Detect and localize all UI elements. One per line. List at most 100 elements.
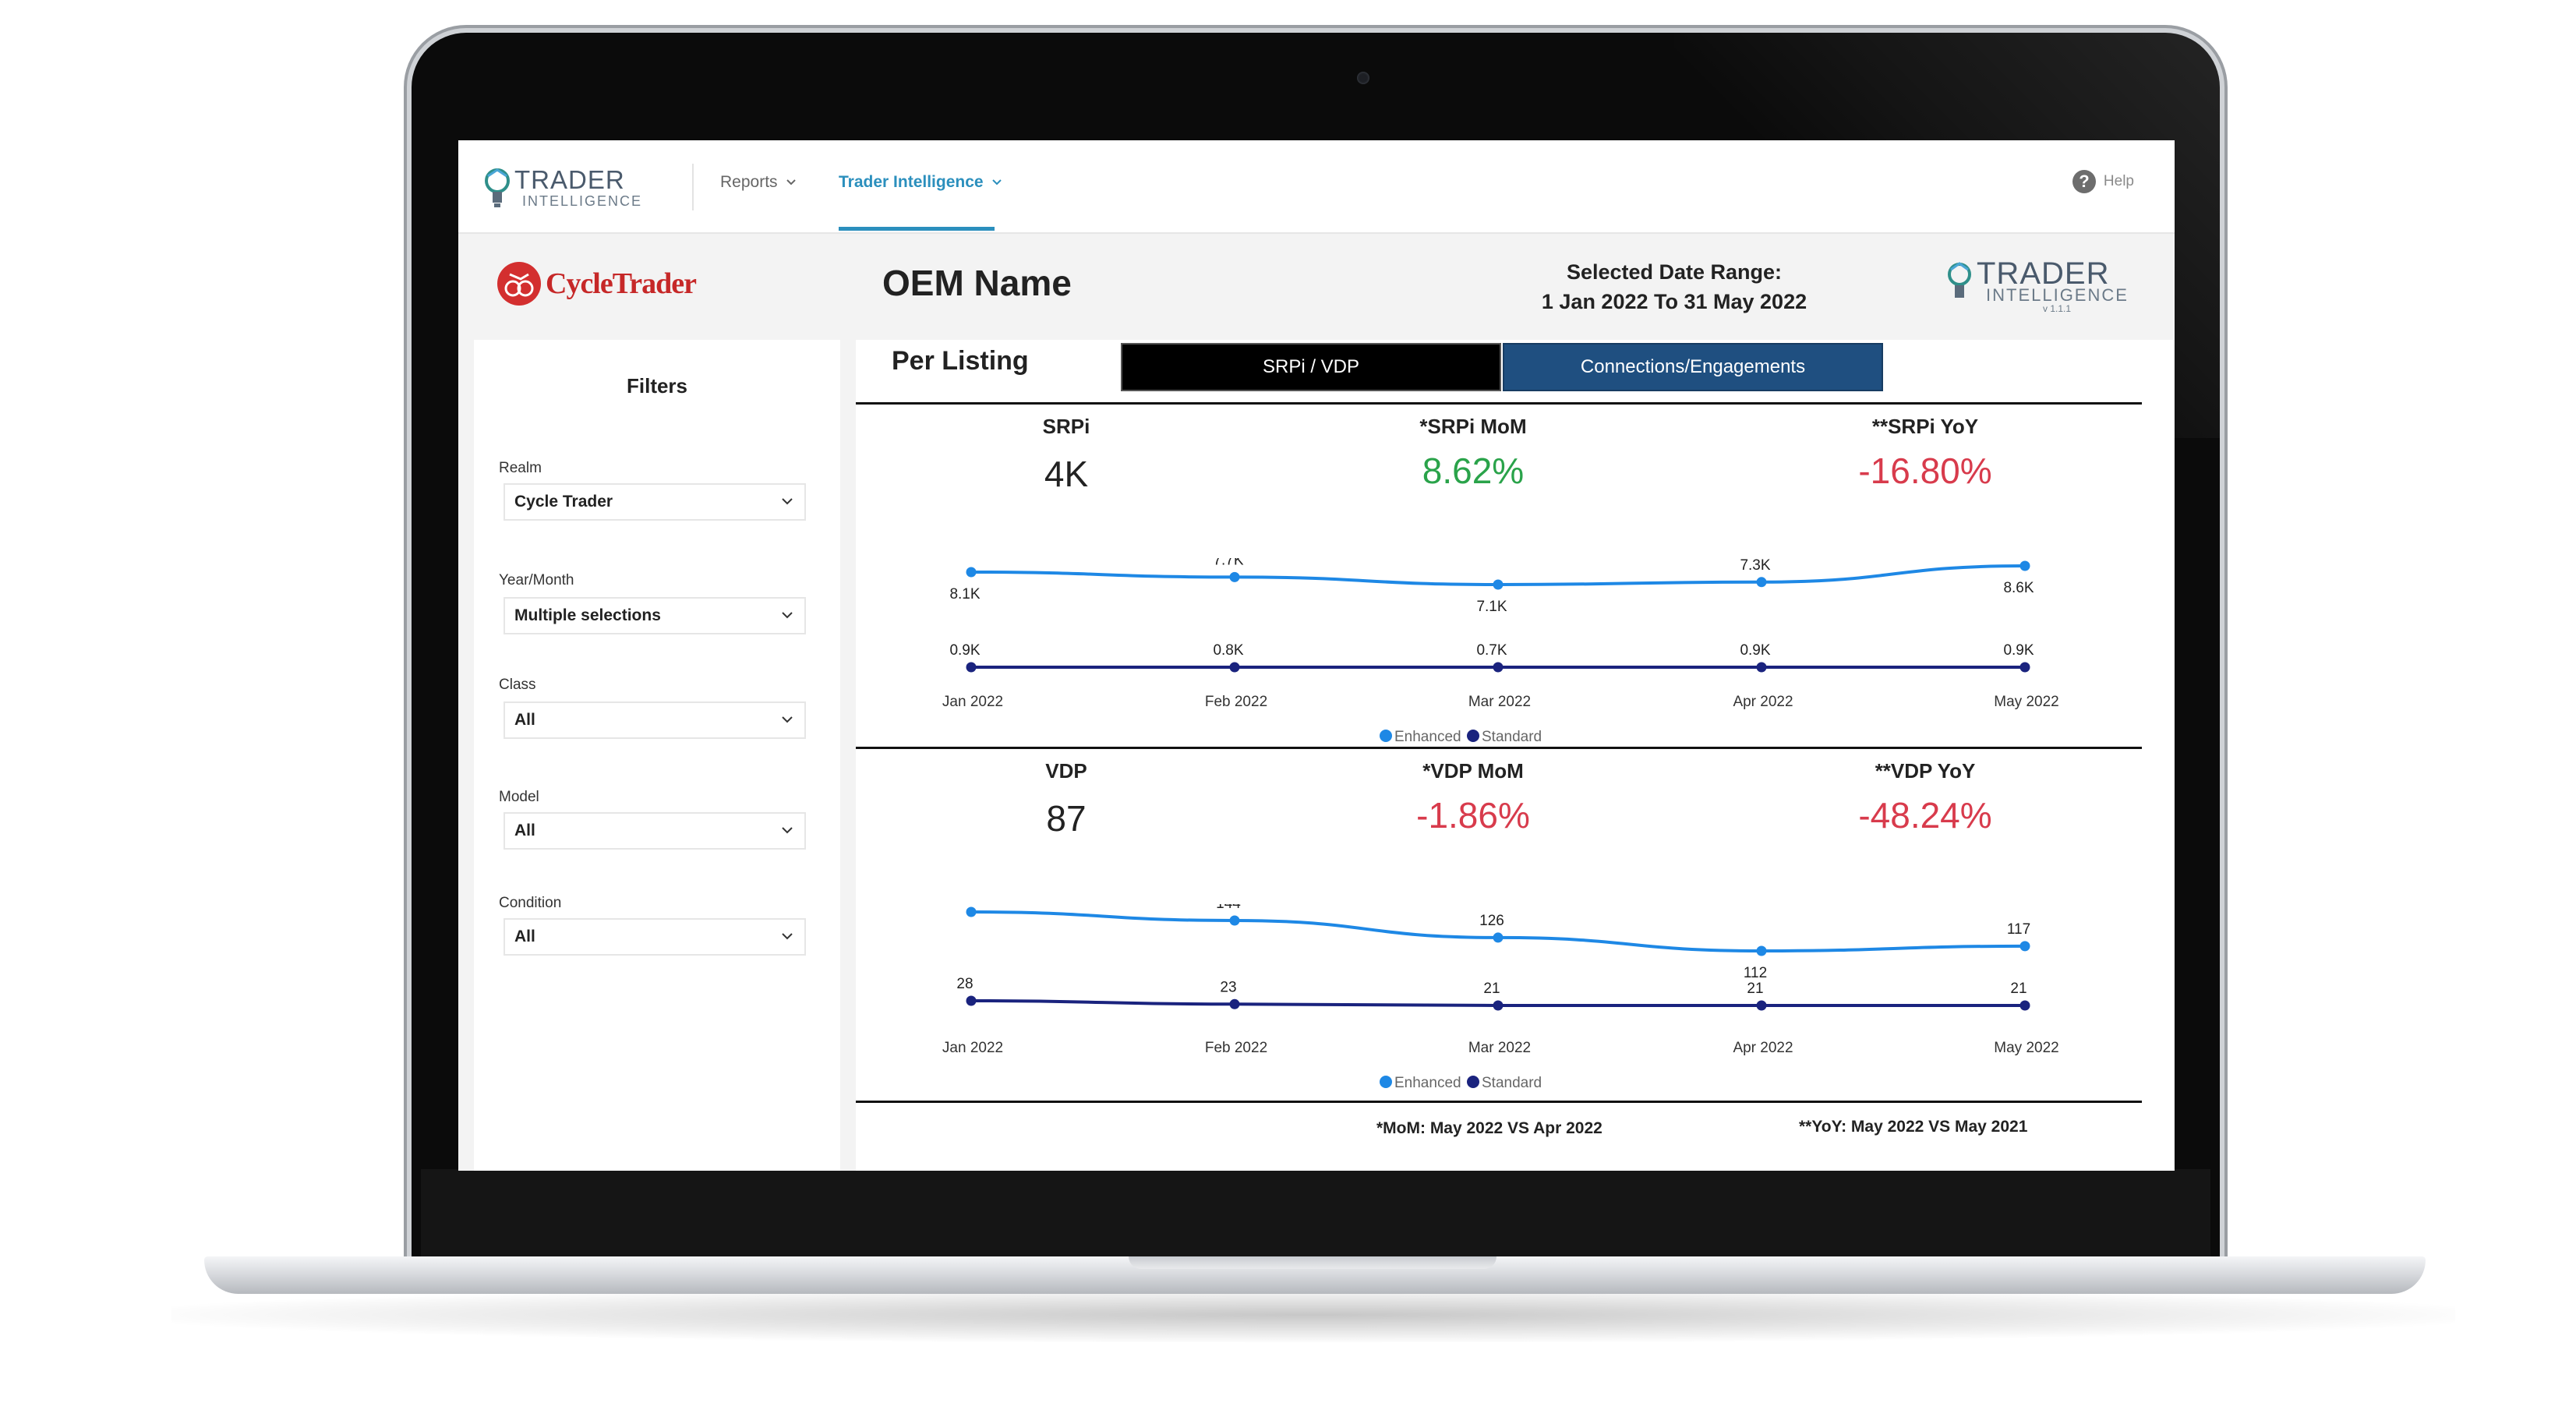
data-label: 112 [1744, 965, 1767, 981]
nav-reports[interactable]: Reports [720, 173, 797, 192]
kpi-vdp-mom: *VDP MoM -1.86% [1317, 759, 1629, 836]
help-button[interactable]: ? Help [2072, 170, 2134, 193]
data-point [2019, 560, 2030, 571]
data-label: 0.9K [949, 642, 980, 659]
trader-intelligence-version-logo: TRADER INTELLIGENCE v 1.1.1 [1948, 256, 2129, 314]
class-value: All [514, 711, 535, 729]
model-dropdown[interactable]: All [504, 812, 806, 850]
condition-dropdown[interactable]: All [504, 918, 806, 956]
kpi-label: **SRPi YoY [1871, 415, 1979, 438]
dashboard-screen: TRADER INTELLIGENCE Reports Trader Intel… [458, 140, 2175, 1171]
kpi-value: 4K [1044, 454, 1089, 494]
date-range-label: Selected Date Range: [1566, 260, 1783, 284]
data-label: 21 [1483, 981, 1500, 997]
legend-marker [1467, 730, 1479, 742]
data-label: 0.8K [1213, 642, 1243, 659]
x-tick-label: May 2022 [1994, 1040, 2058, 1056]
x-tick-label: Mar 2022 [1468, 1040, 1531, 1056]
kpi-value: -48.24% [1858, 795, 1992, 836]
tab-srpi-vdp[interactable]: SRPi / VDP [1121, 343, 1501, 391]
per-listing-panel: Per Listing SRPi / VDP Connections/Engag… [856, 340, 2173, 1171]
data-label: 21 [2010, 981, 2027, 997]
x-tick-label: Mar 2022 [1468, 694, 1531, 710]
help-label: Help [2103, 173, 2134, 189]
data-label: 0.9K [2003, 642, 2034, 659]
kpi-srpi: SRPi 4K [910, 415, 1222, 495]
data-point [1229, 998, 1240, 1009]
chevron-down-icon [782, 498, 793, 505]
data-point [2019, 1000, 2030, 1011]
nav-divider [692, 164, 694, 210]
data-label: 7.7K [1213, 558, 1243, 568]
webcam [1357, 72, 1369, 84]
section-divider [856, 1101, 2142, 1103]
filter-label-year-month: Year/Month [499, 572, 574, 588]
filter-label-class: Class [499, 677, 536, 693]
logo-word-intelligence: INTELLIGENCE [1986, 285, 2129, 305]
nav-trader-intelligence-label: Trader Intelligence [839, 173, 984, 191]
x-tick-label: Feb 2022 [1205, 1040, 1267, 1056]
help-icon: ? [2072, 170, 2096, 193]
data-point [1756, 662, 1767, 673]
data-point [1756, 1000, 1767, 1011]
x-tick-label: Feb 2022 [1205, 694, 1267, 710]
data-label: 144 [1216, 904, 1241, 912]
kpi-vdp-yoy: **VDP YoY -48.24% [1769, 759, 2081, 836]
chevron-down-icon [782, 933, 793, 940]
data-point [966, 567, 977, 578]
data-label: 28 [956, 976, 973, 992]
chevron-down-icon [782, 716, 793, 723]
data-point [966, 662, 977, 673]
condition-value: All [514, 928, 535, 945]
screen-bezel [421, 1169, 2210, 1263]
brand-name: CycleTrader [546, 267, 697, 300]
trader-intelligence-logo[interactable]: TRADER INTELLIGENCE [482, 162, 661, 212]
x-tick-label: May 2022 [1994, 694, 2058, 710]
filter-label-model: Model [499, 789, 539, 805]
oem-name-title: OEM Name [882, 263, 1072, 303]
data-label: 8.1K [949, 586, 980, 603]
class-dropdown[interactable]: All [504, 701, 806, 739]
srpi-line-chart: 8.1K 7.7K 7.1K 7.3K 8.6K 0.9K 0.8K 0.7K 0.9K 0.9K… [942, 558, 2059, 745]
filters-panel: Filters Realm Cycle Trader Year/Month Mu… [474, 340, 840, 1171]
version-label: v 1.1.1 [2043, 303, 2071, 314]
x-tick-label: Apr 2022 [1733, 694, 1793, 710]
kpi-value: -1.86% [1416, 795, 1530, 836]
data-point [1229, 662, 1240, 673]
nav-trader-intelligence[interactable]: Trader Intelligence [839, 173, 1002, 192]
tab-connections-engagements[interactable]: Connections/Engagements [1503, 343, 1883, 391]
data-label: 7.1K [1476, 599, 1507, 615]
logo-word-trader: TRADER [1977, 256, 2109, 291]
data-point [966, 906, 977, 917]
year-month-dropdown[interactable]: Multiple selections [504, 597, 806, 634]
x-tick-label: Apr 2022 [1733, 1040, 1793, 1056]
legend-marker [1380, 1076, 1392, 1088]
data-point [1756, 945, 1767, 956]
data-point [966, 995, 977, 1006]
kpi-vdp: VDP 87 [910, 759, 1222, 839]
nav-reports-label: Reports [720, 173, 778, 191]
filters-title: Filters [626, 374, 688, 398]
data-label: 117 [2007, 921, 2030, 938]
logo-word-trader: TRADER [514, 165, 625, 194]
x-tick-label: Jan 2022 [942, 1040, 1003, 1056]
x-tick-label: Jan 2022 [942, 694, 1003, 710]
laptop-shadow [171, 1288, 2455, 1342]
legend-marker [1380, 730, 1392, 742]
logo-word-intelligence: INTELLIGENCE [522, 193, 642, 209]
model-value: All [514, 822, 535, 839]
date-range-display: Selected Date Range: 1 Jan 2022 To 31 Ma… [1479, 257, 1869, 316]
legend-label: Enhanced [1394, 729, 1461, 745]
kpi-label: **VDP YoY [1875, 759, 1976, 783]
date-range-value: 1 Jan 2022 To 31 May 2022 [1541, 290, 1807, 313]
data-point [1493, 1000, 1504, 1011]
laptop-notch [1129, 1256, 1496, 1269]
data-point [1756, 577, 1767, 588]
lightbulb-icon [1948, 262, 1971, 298]
kpi-label: *VDP MoM [1422, 759, 1524, 783]
data-label: 8.6K [2003, 580, 2034, 596]
realm-dropdown[interactable]: Cycle Trader [504, 483, 806, 521]
kpi-value: -16.80% [1858, 451, 1992, 491]
data-point [2019, 662, 2030, 673]
data-label: 21 [1747, 981, 1763, 997]
